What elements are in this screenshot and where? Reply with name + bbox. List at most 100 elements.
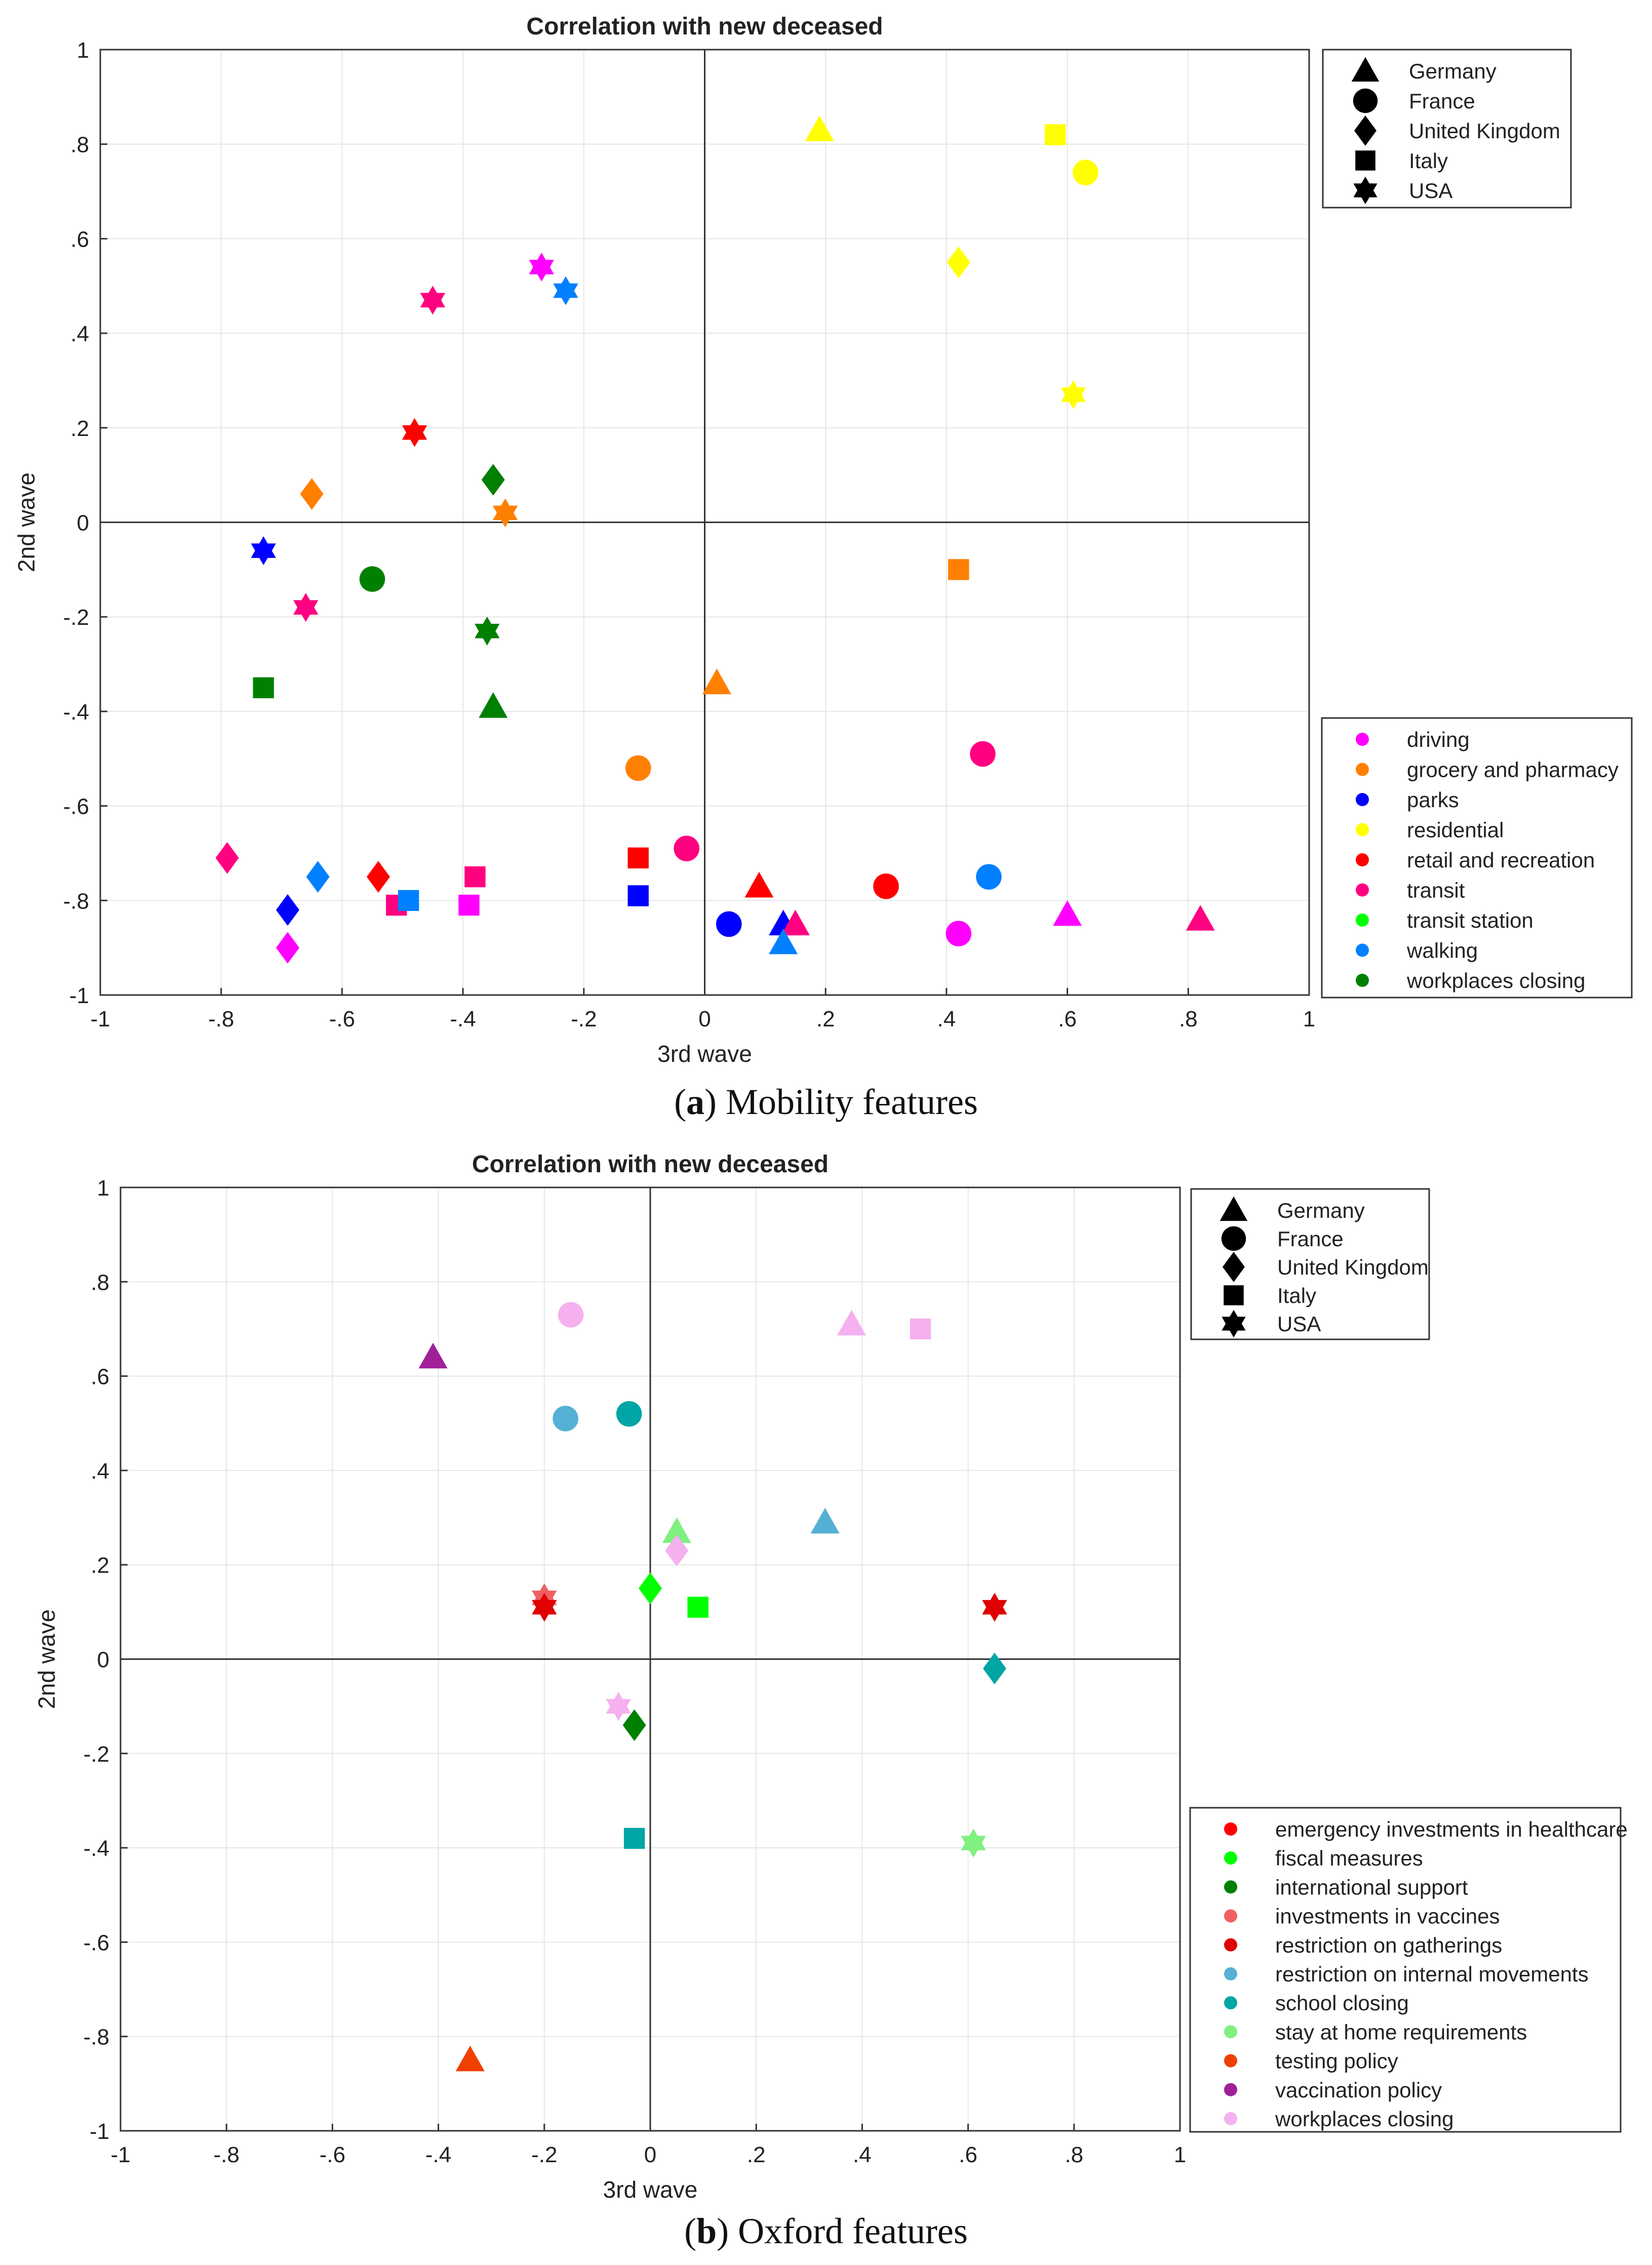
data-point xyxy=(873,873,899,899)
color-legend-swatch xyxy=(1224,2112,1237,2125)
data-point xyxy=(481,464,505,496)
x-tick-label: .8 xyxy=(1179,1007,1198,1031)
x-tick-label: -.6 xyxy=(320,2142,345,2167)
color-legend-box xyxy=(1189,1807,1622,2133)
x-tick-label: 1 xyxy=(1303,1007,1315,1031)
data-point xyxy=(662,1517,691,1543)
y-tick-label: -.4 xyxy=(63,700,89,725)
color-legend-swatch xyxy=(1224,1822,1237,1836)
x-tick-label: .4 xyxy=(853,2142,872,2167)
data-point xyxy=(716,911,742,937)
data-point xyxy=(674,836,699,861)
color-legend-label: retail and recreation xyxy=(1407,848,1595,872)
data-point xyxy=(810,1507,840,1534)
color-legend-label: driving xyxy=(1407,728,1470,751)
color-legend-label: grocery and pharmacy xyxy=(1407,758,1619,782)
color-legend-label: restriction on internal movements xyxy=(1275,1962,1589,1986)
color-legend-swatch xyxy=(1356,943,1369,957)
x-tick-label: .6 xyxy=(959,2142,977,2167)
data-point xyxy=(616,1401,642,1427)
data-point xyxy=(553,276,578,305)
y-tick-label: 0 xyxy=(77,511,89,536)
x-tick-label: -1 xyxy=(110,2142,130,2167)
x-tick-label: .4 xyxy=(937,1007,956,1031)
data-point xyxy=(702,668,731,694)
shape-legend-label: Italy xyxy=(1277,1284,1316,1307)
y-tick-label: -1 xyxy=(90,2119,109,2144)
data-point xyxy=(253,677,274,698)
data-point xyxy=(665,1535,689,1567)
x-tick-label: -.8 xyxy=(208,1007,234,1031)
y-tick-label: .4 xyxy=(91,1459,109,1484)
y-axis-label: 2nd wave xyxy=(33,1609,60,1709)
data-point xyxy=(306,861,330,893)
color-legend-swatch xyxy=(1224,1996,1237,2010)
x-tick-label: 0 xyxy=(698,1007,711,1031)
color-legend-label: residential xyxy=(1407,818,1504,842)
data-point xyxy=(982,1652,1006,1685)
data-point xyxy=(744,871,774,898)
data-point xyxy=(769,928,798,955)
color-legend-label: international support xyxy=(1275,1875,1468,1899)
shape-legend-marker xyxy=(1351,57,1380,82)
color-legend-swatch xyxy=(1356,763,1369,776)
panel-b-oxford-chart: Correlation with new deceased -1 -.8 -.6 -.4… xyxy=(33,1151,1628,2203)
color-legend-label: emergency investments in healthcare xyxy=(1275,1817,1628,1841)
data-point xyxy=(558,1302,584,1328)
color-legend-swatch xyxy=(1356,913,1369,927)
data-point xyxy=(464,866,486,888)
data-point xyxy=(982,1593,1007,1622)
shape-legend-label: USA xyxy=(1409,179,1452,203)
x-tick-label: .2 xyxy=(747,2142,766,2167)
data-point xyxy=(215,842,239,874)
color-legend-swatch xyxy=(1356,793,1369,806)
y-tick-label: 0 xyxy=(97,1648,109,1673)
color-legend-swatch xyxy=(1224,1938,1237,1952)
shape-legend-marker xyxy=(1354,115,1376,146)
y-tick-label: 1 xyxy=(77,38,89,63)
data-point xyxy=(276,932,299,964)
y-tick-label: -.8 xyxy=(63,889,89,913)
color-legend-swatch xyxy=(1224,2025,1237,2039)
y-tick-label: -.2 xyxy=(84,1742,109,1767)
color-legend-swatch xyxy=(1356,823,1369,837)
shape-legend-label: United Kingdom xyxy=(1277,1255,1429,1279)
color-legend-label: workplaces closing xyxy=(1275,2107,1454,2131)
data-point xyxy=(553,1406,578,1432)
data-point xyxy=(910,1318,931,1340)
data-point xyxy=(1060,380,1086,409)
shape-legend-marker xyxy=(1355,150,1375,171)
data-point xyxy=(1045,124,1066,145)
chart-title: Correlation with new deceased xyxy=(526,13,883,40)
panel-a-mobility-chart: Correlation with new deceased -1 -.8 -.6 -.4… xyxy=(13,13,1633,1067)
shape-legend-marker xyxy=(1353,176,1378,205)
data-point xyxy=(1073,160,1098,186)
data-point xyxy=(948,559,969,580)
shape-legend-marker xyxy=(1223,1252,1245,1282)
color-legend-swatch xyxy=(1356,883,1369,897)
y-tick-label: 1 xyxy=(97,1176,109,1201)
data-point xyxy=(475,616,500,646)
y-tick-label: .2 xyxy=(91,1553,109,1578)
x-tick-label: -.4 xyxy=(425,2142,451,2167)
y-tick-label: .8 xyxy=(70,133,89,157)
data-point xyxy=(781,909,810,936)
data-point xyxy=(837,1309,866,1336)
shape-legend-label: France xyxy=(1277,1227,1344,1251)
data-point xyxy=(625,755,651,781)
x-tick-label: .8 xyxy=(1065,2142,1083,2167)
data-point xyxy=(961,1829,986,1858)
data-point xyxy=(420,286,446,315)
data-point xyxy=(402,418,427,447)
shape-legend-label: France xyxy=(1409,89,1475,113)
color-legend-box xyxy=(1321,717,1633,999)
data-point xyxy=(622,1709,646,1741)
data-point xyxy=(805,115,834,141)
y-tick-label: .6 xyxy=(91,1365,109,1389)
data-point xyxy=(1186,905,1215,931)
color-legend-label: restriction on gatherings xyxy=(1275,1933,1502,1957)
x-tick-label: .2 xyxy=(816,1007,835,1031)
color-legend-swatch xyxy=(1224,1880,1237,1894)
caption-b: (b) Oxford features xyxy=(684,2211,968,2251)
color-legend-swatch xyxy=(1224,2083,1237,2096)
